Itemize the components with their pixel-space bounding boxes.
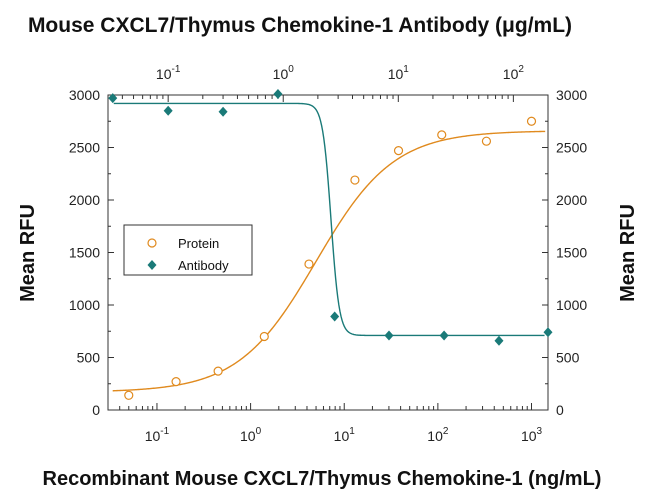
point-protein bbox=[259, 331, 269, 342]
y-tick-left-label: 3000 bbox=[69, 87, 100, 103]
point-antibody bbox=[439, 330, 449, 341]
legend-protein-marker bbox=[147, 238, 157, 248]
y-axis-left: 0 500 1000 1500 2000 2500 3000 bbox=[69, 87, 114, 418]
legend-box bbox=[123, 224, 253, 276]
y-tick-left-label: 2000 bbox=[69, 192, 100, 208]
fit-curve-antibody bbox=[113, 102, 545, 337]
chart-title: Mouse CXCL7/Thymus Chemokine-1 Antibody … bbox=[28, 14, 572, 37]
x-axis-bottom: 10-1 100 101 102 103 bbox=[107, 403, 543, 444]
point-protein bbox=[171, 377, 181, 387]
data-points bbox=[108, 88, 553, 400]
y-tick-left-label: 2500 bbox=[69, 140, 100, 156]
legend-antibody-marker bbox=[147, 260, 157, 270]
point-protein bbox=[393, 146, 404, 156]
point-protein bbox=[124, 390, 134, 400]
point-antibody bbox=[218, 106, 228, 117]
fit-curves bbox=[112, 102, 546, 392]
point-protein bbox=[526, 116, 537, 126]
y-tick-left-label: 500 bbox=[77, 350, 101, 366]
y-tick-right-label: 2000 bbox=[556, 192, 587, 208]
point-antibody bbox=[543, 327, 553, 338]
point-antibody bbox=[494, 335, 504, 346]
point-antibody bbox=[108, 93, 118, 104]
point-antibody bbox=[273, 88, 283, 99]
x-top-tick-label: 100 bbox=[273, 64, 295, 82]
x-bottom-tick-label: 100 bbox=[240, 426, 262, 444]
y-tick-left-label: 1000 bbox=[69, 297, 100, 313]
x-bottom-tick-label: 102 bbox=[427, 426, 449, 444]
fit-curve-protein bbox=[112, 130, 546, 392]
y-tick-right-label: 1500 bbox=[556, 245, 587, 261]
point-protein bbox=[213, 366, 223, 376]
legend: Protein Antibody bbox=[123, 224, 253, 276]
y-axis-label-left: Mean RFU bbox=[17, 204, 39, 302]
x-bottom-tick-label: 10-1 bbox=[145, 426, 170, 444]
y-tick-right-label: 0 bbox=[556, 402, 564, 418]
x-bottom-tick-label: 103 bbox=[521, 426, 543, 444]
y-tick-left-label: 0 bbox=[92, 402, 100, 418]
x-top-tick-label: 101 bbox=[388, 64, 410, 82]
y-tick-right-label: 500 bbox=[556, 350, 580, 366]
point-protein bbox=[304, 259, 314, 269]
x-axis-label: Recombinant Mouse CXCL7/Thymus Chemokine… bbox=[43, 468, 602, 490]
x-top-tick-label: 102 bbox=[503, 64, 525, 82]
point-antibody bbox=[163, 105, 173, 116]
y-tick-left-label: 1500 bbox=[69, 245, 100, 261]
y-tick-right-label: 1000 bbox=[556, 297, 587, 313]
point-protein bbox=[481, 136, 492, 146]
x-axis-top: 10-1 100 101 102 bbox=[107, 64, 549, 102]
legend-antibody-label: Antibody bbox=[178, 258, 229, 273]
x-bottom-tick-label: 101 bbox=[334, 426, 356, 444]
y-tick-right-label: 3000 bbox=[556, 87, 587, 103]
point-antibody bbox=[330, 311, 340, 322]
y-axis-right: 0 500 1000 1500 2000 2500 3000 bbox=[542, 87, 587, 418]
y-tick-right-label: 2500 bbox=[556, 140, 587, 156]
legend-protein-label: Protein bbox=[178, 236, 219, 251]
x-top-tick-label: 10-1 bbox=[156, 64, 181, 82]
point-protein bbox=[350, 175, 360, 185]
point-antibody bbox=[384, 330, 394, 341]
point-protein bbox=[437, 130, 447, 140]
y-axis-label-right: Mean RFU bbox=[617, 204, 639, 302]
